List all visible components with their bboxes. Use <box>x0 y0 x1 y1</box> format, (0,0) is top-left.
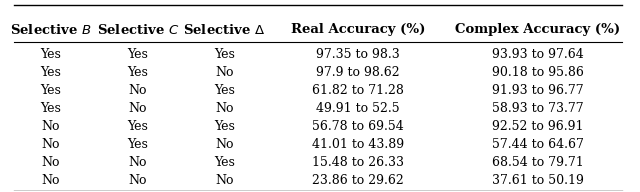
Text: No: No <box>42 174 60 187</box>
Text: 61.82 to 71.28: 61.82 to 71.28 <box>312 84 404 97</box>
Text: 57.44 to 64.67: 57.44 to 64.67 <box>492 138 584 151</box>
Text: No: No <box>129 174 147 187</box>
Text: 23.86 to 29.62: 23.86 to 29.62 <box>312 174 404 187</box>
Text: No: No <box>216 138 234 151</box>
Text: 37.61 to 50.19: 37.61 to 50.19 <box>492 174 584 187</box>
Text: 41.01 to 43.89: 41.01 to 43.89 <box>312 138 404 151</box>
Text: 15.48 to 26.33: 15.48 to 26.33 <box>312 156 404 169</box>
Text: 93.93 to 97.64: 93.93 to 97.64 <box>492 48 584 61</box>
Text: Selective $\Delta$: Selective $\Delta$ <box>184 23 266 37</box>
Text: No: No <box>216 174 234 187</box>
Text: Real Accuracy (%): Real Accuracy (%) <box>291 23 425 36</box>
Text: Yes: Yes <box>40 66 61 79</box>
Text: Yes: Yes <box>127 138 148 151</box>
Text: No: No <box>129 102 147 115</box>
Text: Yes: Yes <box>127 48 148 61</box>
Text: 91.93 to 96.77: 91.93 to 96.77 <box>492 84 584 97</box>
Text: Selective $B$: Selective $B$ <box>10 23 92 37</box>
Text: Yes: Yes <box>214 156 235 169</box>
Text: No: No <box>216 66 234 79</box>
Text: Complex Accuracy (%): Complex Accuracy (%) <box>456 23 621 36</box>
Text: 49.91 to 52.5: 49.91 to 52.5 <box>316 102 400 115</box>
Text: No: No <box>129 156 147 169</box>
Text: 68.54 to 79.71: 68.54 to 79.71 <box>492 156 584 169</box>
Text: No: No <box>42 120 60 133</box>
Text: Yes: Yes <box>214 84 235 97</box>
Text: Yes: Yes <box>40 84 61 97</box>
Text: 90.18 to 95.86: 90.18 to 95.86 <box>492 66 584 79</box>
Text: No: No <box>42 156 60 169</box>
Text: Yes: Yes <box>127 66 148 79</box>
Text: Yes: Yes <box>214 48 235 61</box>
Text: No: No <box>129 84 147 97</box>
Text: No: No <box>42 138 60 151</box>
Text: 97.35 to 98.3: 97.35 to 98.3 <box>316 48 400 61</box>
Text: 58.93 to 73.77: 58.93 to 73.77 <box>492 102 584 115</box>
Text: Yes: Yes <box>214 120 235 133</box>
Text: No: No <box>216 102 234 115</box>
Text: Selective $C$: Selective $C$ <box>97 23 179 37</box>
Text: 97.9 to 98.62: 97.9 to 98.62 <box>316 66 400 79</box>
Text: Yes: Yes <box>127 120 148 133</box>
Text: Yes: Yes <box>40 102 61 115</box>
Text: Yes: Yes <box>40 48 61 61</box>
Text: 56.78 to 69.54: 56.78 to 69.54 <box>312 120 404 133</box>
Text: 92.52 to 96.91: 92.52 to 96.91 <box>492 120 584 133</box>
